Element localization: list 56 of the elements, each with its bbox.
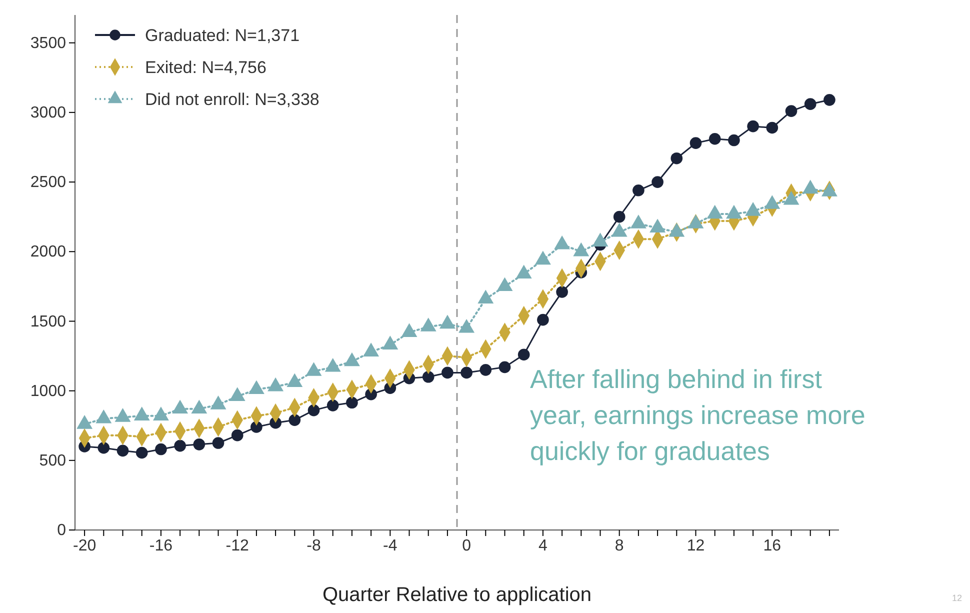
x-tick-label: 12 [686, 537, 705, 554]
point [98, 442, 110, 454]
x-tick-label: 0 [462, 537, 472, 554]
point [460, 366, 472, 379]
x-tick-label: 16 [763, 537, 782, 554]
x-tick-label: -8 [306, 537, 321, 554]
x-axis-title: Quarter Relative to application [322, 584, 592, 606]
point [766, 122, 778, 134]
point [613, 210, 626, 223]
point [231, 429, 244, 442]
point [136, 446, 148, 459]
point [632, 184, 644, 196]
point [537, 314, 549, 326]
x-tick-label: -20 [72, 537, 96, 554]
point [480, 364, 492, 376]
x-tick-label: -12 [226, 537, 250, 554]
annotation: After falling behind in first year, earnings increase more quickly for graduates [530, 364, 866, 466]
point [442, 366, 454, 379]
point [690, 137, 702, 149]
point [116, 444, 129, 457]
point [422, 370, 434, 383]
y-tick-label: 2000 [30, 244, 66, 261]
point [785, 105, 798, 117]
point [556, 286, 568, 298]
y-tick-label: 1500 [30, 313, 66, 330]
point [708, 132, 721, 145]
point [193, 438, 206, 450]
y-tick-label: 0 [57, 522, 66, 540]
point [308, 404, 320, 416]
point [518, 348, 530, 361]
point [288, 414, 301, 426]
point [652, 176, 664, 188]
point [498, 361, 511, 374]
y-tick-label: 3500 [30, 34, 66, 52]
text: 12 [952, 593, 962, 603]
point [174, 440, 186, 452]
point [212, 437, 224, 449]
legend-label: Graduated: N=1,371 [145, 26, 300, 45]
point [326, 400, 339, 412]
point [670, 152, 683, 164]
legend-label: Exited: N=4,756 [145, 58, 266, 77]
y-tick-label: 2500 [30, 174, 66, 192]
point [747, 120, 759, 132]
x-tick-label: -4 [383, 537, 398, 554]
x-tick-label: -16 [149, 537, 173, 554]
y-tick-label: 3000 [30, 104, 66, 122]
point [804, 98, 816, 110]
x-tick-label: 4 [538, 537, 548, 554]
point [824, 94, 836, 106]
point [155, 443, 167, 456]
point [346, 396, 358, 409]
point [728, 134, 740, 146]
x-tick-label: 8 [614, 537, 624, 554]
y-tick-label: 500 [39, 452, 66, 470]
y-tick-label: 1000 [30, 382, 66, 400]
legend-label: Did not enroll: N=3,338 [145, 90, 320, 109]
